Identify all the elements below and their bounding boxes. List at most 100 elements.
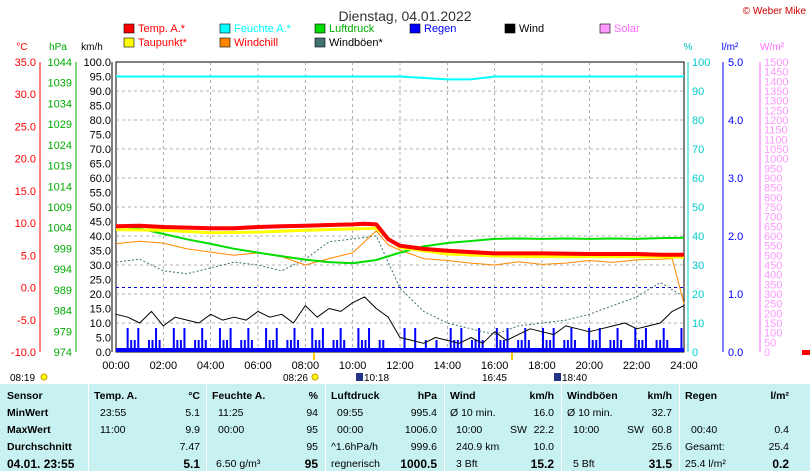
rain-bar	[403, 328, 406, 352]
press-trend: ^1.6hPa/h	[331, 441, 378, 453]
hum-current: 95	[304, 457, 318, 471]
rain-bar	[655, 340, 658, 352]
pressure-tick-label: 1024	[48, 140, 72, 152]
solar-tick-label: 100	[764, 328, 782, 340]
copyright-label: © Weber Mike	[743, 6, 807, 17]
solar-tick-label: 150	[764, 318, 782, 330]
wind-avg: 10.0	[533, 441, 554, 453]
pressure-tick-label: 1029	[48, 119, 72, 131]
rain-bar	[364, 340, 367, 352]
solar-tick-label: 1250	[764, 105, 788, 117]
rain-bar	[456, 340, 459, 352]
rain-bar	[613, 340, 615, 352]
legend-label: Regen	[424, 23, 456, 35]
moonrise-time: 10:18	[364, 373, 389, 384]
rain-bar	[137, 328, 140, 352]
pressure-tick-label: 1009	[48, 202, 72, 214]
time-tick-label: 12:00	[386, 360, 414, 372]
statistics-table: Sensor MinWert MaxWert Durchschnitt 04.0…	[0, 384, 810, 471]
header-rain: Regen	[685, 390, 718, 402]
rain-bar	[158, 340, 161, 352]
temp-current: 5.1	[183, 457, 200, 471]
rain-bar	[478, 328, 481, 352]
time-tick-label: 06:00	[244, 360, 272, 372]
rain-bar	[130, 340, 133, 352]
press-min: 995.4	[410, 407, 437, 419]
gust-max: 60.8	[651, 424, 672, 436]
solar-tick-label: 1100	[764, 134, 788, 146]
series-temp-a	[115, 221, 684, 257]
rain-bar	[662, 328, 665, 352]
rain-bar	[289, 340, 292, 352]
rain-bar	[637, 340, 640, 352]
rain-bar	[201, 328, 204, 352]
rain-bar	[549, 340, 552, 352]
rain-bar	[311, 328, 314, 352]
rain-bar	[293, 328, 296, 352]
humidity-tick-label: 10	[692, 318, 704, 330]
time-tick-label: 22:00	[623, 360, 651, 372]
press-current: 1000.5	[400, 457, 437, 471]
press-max: 1006.0	[404, 424, 437, 436]
press-max-time: 00:00	[337, 424, 364, 436]
rain-bar	[545, 340, 548, 352]
grid-lines	[116, 62, 684, 352]
pressure-tick-label: 989	[54, 285, 72, 297]
sunrise-time: 08:26	[283, 373, 308, 384]
header-sensor: Sensor	[7, 390, 43, 402]
wind-tick-label: 85.0	[90, 101, 111, 113]
chart-legend: Temp. A.* Feuchte A.* Luftdruck Regen Wind So…	[123, 23, 640, 49]
rain-bar	[321, 328, 324, 352]
pressure-tick-label: 1044	[48, 57, 72, 69]
solar-tick-label: 1450	[764, 67, 788, 79]
rain-bar	[275, 328, 278, 352]
rain-bar	[659, 340, 662, 352]
time-tick-label: 16:00	[481, 360, 509, 372]
legend-swatch	[314, 37, 326, 48]
legend-swatch	[219, 23, 231, 34]
press-avg: 999.6	[410, 441, 437, 453]
solar-tick-label: 900	[764, 173, 782, 185]
rain-bar	[360, 340, 363, 352]
wind-tick-label: 40.0	[90, 231, 111, 243]
rain-bar	[204, 340, 207, 352]
wind-tick-label: 0.0	[96, 347, 111, 359]
pressure-tick-label: 974	[54, 347, 72, 359]
solar-tick-label: 300	[764, 289, 782, 301]
rain-bar	[517, 340, 520, 352]
solar-tick-label: 450	[764, 260, 782, 272]
rain-total-amount: 25.4 l/m²	[685, 458, 726, 470]
unit-solar: W/m²	[760, 42, 785, 53]
rain-bar	[265, 328, 268, 352]
rain-baseline	[116, 348, 684, 352]
rain-bar	[424, 340, 427, 352]
rain-max-time: 00:40	[691, 424, 718, 436]
legend-swatch	[599, 23, 611, 34]
time-tick-label: 20:00	[576, 360, 604, 372]
rain-bar	[641, 340, 644, 352]
wind-tick-label: 30.0	[90, 260, 111, 272]
time-tick-label: 04:00	[197, 360, 225, 372]
solar-tick-label: 950	[764, 163, 782, 175]
axis-ticks: 35.0 30.0 25.0 20.0 15.0 10.0 5.0 0.0 -5.0 -10.0 1…	[11, 57, 789, 372]
solar-tick-label: 1350	[764, 86, 788, 98]
rain-bar	[218, 328, 221, 352]
rain-total-label: Gesamt:	[685, 441, 725, 453]
rain-bar	[616, 328, 619, 352]
sun-icon	[311, 373, 319, 381]
rain-bar	[453, 340, 456, 352]
temp-min: 5.1	[185, 407, 200, 419]
solar-tick-label: 650	[764, 221, 782, 233]
temp-tick-label: 5.0	[21, 250, 36, 262]
rain-bar	[620, 340, 623, 352]
pressure-tick-label: 994	[54, 264, 72, 276]
wind-tick-label: 95.0	[90, 72, 111, 84]
rain-bar	[588, 328, 591, 352]
solar-tick-label: 600	[764, 231, 782, 243]
wind-current: 15.2	[530, 457, 554, 471]
solar-tick-label: 1200	[764, 115, 788, 127]
row-label-current: 04.01. 23:55	[7, 457, 75, 471]
rain-bar	[499, 340, 502, 352]
series-windchill	[115, 230, 685, 304]
rain-bar	[566, 340, 569, 352]
